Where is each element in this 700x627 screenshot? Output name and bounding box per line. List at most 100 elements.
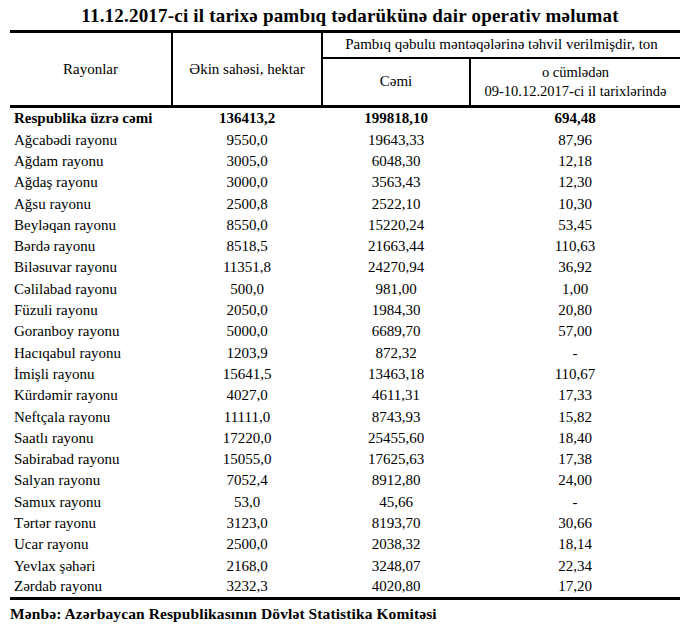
total-row-area-cell: 136413,2 (172, 107, 322, 130)
table-row: Salyan rayonu7052,48912,8024,00 (10, 470, 680, 491)
table-header: Rayonlar Əkin sahəsi, hektar Pambıq qəbu… (10, 32, 680, 107)
area-cell: 1203,9 (172, 342, 322, 363)
total-cell: 13463,18 (322, 364, 470, 385)
source-note: Mənbə: Azərbaycan Respublikasının Dövlət… (10, 605, 700, 623)
total-cell: 2038,32 (322, 534, 470, 555)
recent-cell: 18,14 (470, 534, 680, 555)
table-row: İmişli rayonu15641,513463,18110,67 (10, 364, 680, 385)
table-row: Saatlı rayonu17220,025455,6018,40 (10, 428, 680, 449)
region-name-cell: Füzuli rayonu (10, 300, 172, 321)
recent-cell: 17,38 (470, 449, 680, 470)
region-name-cell: Ağcabədi rayonu (10, 130, 172, 151)
table-row: Cəlilabad rayonu500,0981,001,00 (10, 279, 680, 300)
total-cell: 2522,10 (322, 193, 470, 214)
region-name-cell: Zərdab rayonu (10, 577, 172, 598)
header-o-cumleden-line1: o cümlədən (471, 63, 680, 82)
recent-cell: 53,45 (470, 215, 680, 236)
table-row: Ağdam rayonu3005,06048,3012,18 (10, 151, 680, 172)
table-row: Biləsuvar rayonu11351,824270,9436,92 (10, 257, 680, 278)
table-row: Ağsu rayonu2500,82522,1010,30 (10, 193, 680, 214)
total-cell: 24270,94 (322, 257, 470, 278)
region-name-cell: Yevlax şəhəri (10, 555, 172, 576)
area-cell: 2168,0 (172, 555, 322, 576)
table-row: Kürdəmir rayonu4027,04611,3117,33 (10, 385, 680, 406)
header-o-cumleden-line2: 09-10.12.2017-ci il tarixlərində (471, 82, 680, 101)
recent-cell: 110,63 (470, 236, 680, 257)
recent-cell: - (470, 342, 680, 363)
region-name-cell: Salyan rayonu (10, 470, 172, 491)
total-cell: 15220,24 (322, 215, 470, 236)
region-name-cell: Hacıqabul rayonu (10, 342, 172, 363)
region-name-cell: Biləsuvar rayonu (10, 257, 172, 278)
table-row: Neftçala rayonu11111,08743,9315,82 (10, 406, 680, 427)
total-cell: 872,32 (322, 342, 470, 363)
total-cell: 4611,31 (322, 385, 470, 406)
area-cell: 7052,4 (172, 470, 322, 491)
region-name-cell: Cəlilabad rayonu (10, 279, 172, 300)
area-cell: 9550,0 (172, 130, 322, 151)
recent-cell: 20,80 (470, 300, 680, 321)
recent-cell: 10,30 (470, 193, 680, 214)
region-name-cell: Ağsu rayonu (10, 193, 172, 214)
area-cell: 3000,0 (172, 172, 322, 193)
area-cell: 3232,3 (172, 577, 322, 598)
recent-cell: 22,34 (470, 555, 680, 576)
recent-cell: 18,40 (470, 428, 680, 449)
header-row-top: Rayonlar Əkin sahəsi, hektar Pambıq qəbu… (10, 32, 680, 58)
area-cell: 8518,5 (172, 236, 322, 257)
region-name-cell: Ağdaş rayonu (10, 172, 172, 193)
table-row: Tərtər rayonu3123,08193,7030,66 (10, 513, 680, 534)
total-cell: 25455,60 (322, 428, 470, 449)
header-rayonlar: Rayonlar (10, 32, 172, 107)
header-ekin-sahesi: Əkin sahəsi, hektar (172, 32, 322, 107)
region-name-cell: Kürdəmir rayonu (10, 385, 172, 406)
area-cell: 4027,0 (172, 385, 322, 406)
total-cell: 3563,43 (322, 172, 470, 193)
area-cell: 500,0 (172, 279, 322, 300)
table-row: Hacıqabul rayonu1203,9872,32- (10, 342, 680, 363)
header-tehvil-span: Pambıq qəbulu məntəqələrinə təhvil veril… (322, 32, 680, 58)
area-cell: 53,0 (172, 492, 322, 513)
table-body: Respublika üzrə cəmi 136413,2 199818,10 … (10, 107, 680, 599)
table-row: Bərdə rayonu8518,521663,44110,63 (10, 236, 680, 257)
table-row: Goranboy rayonu5000,06689,7057,00 (10, 321, 680, 342)
area-cell: 3123,0 (172, 513, 322, 534)
area-cell: 2050,0 (172, 300, 322, 321)
region-name-cell: İmişli rayonu (10, 364, 172, 385)
recent-cell: 15,82 (470, 406, 680, 427)
total-cell: 8743,93 (322, 406, 470, 427)
table-row: Zərdab rayonu3232,34020,8017,20 (10, 577, 680, 598)
total-cell: 1984,30 (322, 300, 470, 321)
region-name-cell: Bərdə rayonu (10, 236, 172, 257)
total-cell: 4020,80 (322, 577, 470, 598)
table-row: Sabirabad rayonu15055,017625,6317,38 (10, 449, 680, 470)
total-cell: 19643,33 (322, 130, 470, 151)
header-cemi: Cəmi (322, 58, 470, 107)
total-row-name-cell: Respublika üzrə cəmi (10, 107, 172, 130)
total-row-total-cell: 199818,10 (322, 107, 470, 130)
header-o-cumleden: o cümlədən 09-10.12.2017-ci il tarixləri… (470, 58, 680, 107)
area-cell: 11351,8 (172, 257, 322, 278)
total-cell: 3248,07 (322, 555, 470, 576)
region-name-cell: Ağdam rayonu (10, 151, 172, 172)
area-cell: 15055,0 (172, 449, 322, 470)
recent-cell: - (470, 492, 680, 513)
recent-cell: 17,20 (470, 577, 680, 598)
area-cell: 5000,0 (172, 321, 322, 342)
recent-cell: 110,67 (470, 364, 680, 385)
region-name-cell: Ucar rayonu (10, 534, 172, 555)
recent-cell: 30,66 (470, 513, 680, 534)
recent-cell: 57,00 (470, 321, 680, 342)
area-cell: 3005,0 (172, 151, 322, 172)
total-cell: 981,00 (322, 279, 470, 300)
total-cell: 21663,44 (322, 236, 470, 257)
area-cell: 2500,0 (172, 534, 322, 555)
total-cell: 17625,63 (322, 449, 470, 470)
region-name-cell: Samux rayonu (10, 492, 172, 513)
table-row: Yevlax şəhəri2168,03248,0722,34 (10, 555, 680, 576)
recent-cell: 87,96 (470, 130, 680, 151)
table-row: Samux rayonu53,045,66- (10, 492, 680, 513)
table-row: Beyləqan rayonu8550,015220,2453,45 (10, 215, 680, 236)
area-cell: 15641,5 (172, 364, 322, 385)
table-row: Ağcabədi rayonu9550,019643,3387,96 (10, 130, 680, 151)
